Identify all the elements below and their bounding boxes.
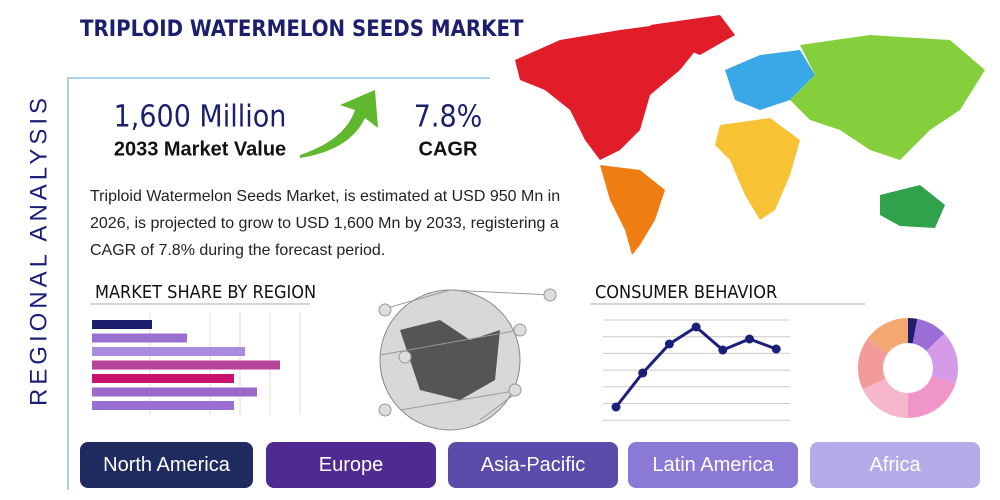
bar xyxy=(92,347,245,356)
point xyxy=(718,345,728,355)
donut-slice xyxy=(858,338,888,390)
point xyxy=(771,344,781,354)
mini-charts xyxy=(92,312,958,421)
region-button[interactable]: Europe xyxy=(266,442,436,488)
donut-slice xyxy=(867,318,908,354)
stat-value: 7.8% xyxy=(414,100,483,135)
growth-arrow xyxy=(300,90,378,158)
bar xyxy=(92,333,187,343)
donut-slice xyxy=(908,318,918,344)
donut-slice xyxy=(912,318,945,351)
world-map xyxy=(515,15,985,255)
stat-label: 2033 Market Value xyxy=(114,138,286,160)
bar xyxy=(92,401,234,410)
region-button[interactable]: Africa xyxy=(810,442,980,488)
point xyxy=(611,402,621,412)
point xyxy=(691,322,701,332)
donut-slice xyxy=(926,333,958,384)
stat-value: 1,600 Million xyxy=(114,100,287,135)
bar xyxy=(92,320,152,329)
donut-slice xyxy=(862,378,908,418)
section-title: CONSUMER BEHAVIOR xyxy=(595,282,777,303)
section-title: MARKET SHARE BY REGION xyxy=(95,282,316,303)
region-button[interactable]: Asia-Pacific xyxy=(448,442,618,488)
point xyxy=(638,368,648,378)
bar xyxy=(92,387,257,397)
region-button[interactable]: Latin America xyxy=(628,442,798,488)
side-label: REGIONAL ANALYSIS xyxy=(25,94,52,406)
description: Triploid Watermelon Seeds Market, is est… xyxy=(90,188,561,259)
point xyxy=(745,334,754,344)
region-button[interactable]: North America xyxy=(80,442,253,488)
point xyxy=(664,339,674,349)
globe-network xyxy=(378,288,557,431)
frame xyxy=(67,77,490,490)
bar xyxy=(92,374,234,383)
bar xyxy=(92,360,280,370)
donut-slice xyxy=(908,375,956,418)
title: TRIPLOID WATERMELON SEEDS MARKET xyxy=(80,17,524,42)
stat-label: CAGR xyxy=(419,138,478,160)
